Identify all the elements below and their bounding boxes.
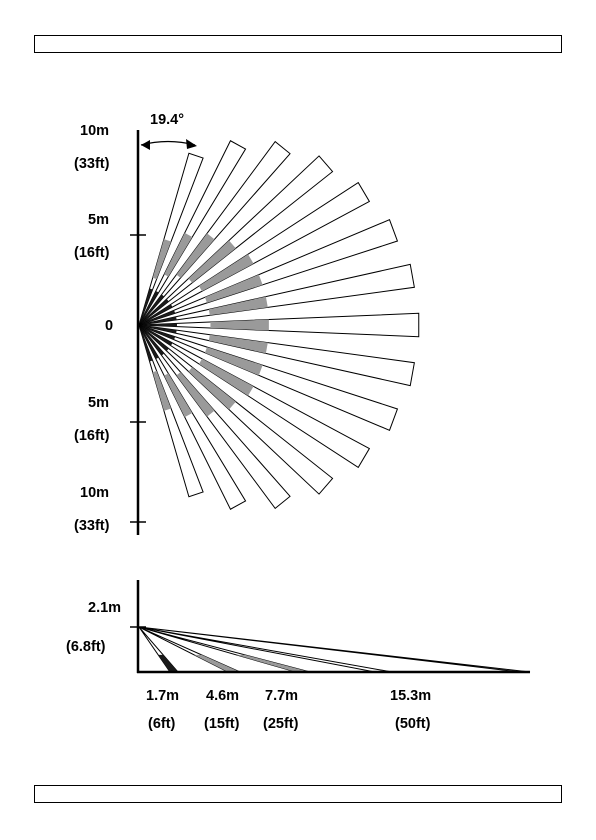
detection-core-15 — [139, 288, 153, 325]
side-zone-1 — [158, 654, 178, 672]
height-label: 2.1m — [88, 600, 121, 616]
footer-bar — [34, 785, 562, 803]
y-label-10m-bottom: 10m — [80, 485, 109, 501]
side-beam-4 — [138, 626, 393, 673]
side-beam-5 — [138, 626, 531, 673]
distance-label-2: 4.6m — [206, 688, 239, 704]
distance-label-3: 7.7m — [265, 688, 298, 704]
y-sublabel-16ft-bottom: (16ft) — [74, 428, 110, 444]
detection-zone-4 — [188, 367, 236, 410]
detection-zone-8 — [210, 319, 269, 331]
detection-core-1 — [139, 325, 153, 362]
detection-beam-6 — [138, 324, 399, 431]
side-zone-3 — [236, 654, 310, 672]
angle-label: 19.4° — [150, 112, 184, 128]
distance-label-1: 1.7m — [146, 688, 179, 704]
detection-zone-11 — [198, 254, 254, 292]
detection-beam-9 — [138, 263, 415, 326]
detection-core-7 — [139, 325, 177, 334]
y-label-5m-top: 5m — [88, 212, 109, 228]
detection-beam-15 — [138, 152, 204, 326]
detection-zone-10 — [204, 274, 263, 303]
angle-arrow-left — [141, 140, 150, 150]
side-beams-layer — [138, 626, 531, 673]
detection-zone-12 — [188, 240, 236, 283]
detection-zone-2 — [164, 373, 193, 418]
detection-core-12 — [139, 298, 169, 325]
y-label-10m-top: 10m — [80, 123, 109, 139]
detection-zone-14 — [164, 232, 193, 277]
detection-zone-13 — [176, 233, 215, 278]
side-view-pattern: 2.1m (6.8ft) 1.7m (6ft) 4.6m (15ft) 7.7m… — [66, 580, 531, 732]
y-sublabel-16ft-top: (16ft) — [74, 245, 110, 261]
detection-core-9 — [139, 316, 177, 325]
header-bar — [34, 35, 562, 53]
detection-zone-1 — [152, 370, 172, 411]
height-sublabel: (6.8ft) — [66, 639, 106, 655]
y-label-5m-bottom: 5m — [88, 395, 109, 411]
distance-sublabel-1: (6ft) — [148, 716, 176, 732]
detection-core-10 — [139, 310, 176, 325]
detection-zone-15 — [152, 239, 172, 280]
beams-layer — [138, 140, 420, 510]
side-zone-2 — [194, 654, 240, 672]
distance-sublabel-3: (25ft) — [263, 716, 299, 732]
detection-core-4 — [139, 325, 169, 352]
detection-core-2 — [139, 325, 159, 360]
detection-beam-11 — [138, 181, 371, 326]
top-view-pattern: 19.4° 10m (33ft) 5m (16ft) 0 5m (16ft) 1… — [74, 112, 420, 535]
detection-beam-8 — [138, 312, 420, 338]
detection-core-3 — [139, 325, 165, 356]
detection-core-13 — [139, 294, 165, 325]
angle-arrow-right — [186, 139, 197, 149]
detection-core-6 — [139, 325, 176, 340]
distance-sublabel-2: (15ft) — [204, 716, 240, 732]
detection-zone-7 — [208, 334, 268, 354]
distance-label-4: 15.3m — [390, 688, 431, 704]
y-sublabel-33ft-top: (33ft) — [74, 156, 110, 172]
detection-zone-5 — [198, 358, 254, 396]
detection-beam-7 — [138, 324, 415, 387]
y-label-zero: 0 — [105, 318, 113, 334]
detection-zone-6 — [204, 347, 263, 376]
detection-zone-9 — [208, 296, 268, 316]
detection-beam-1 — [138, 324, 204, 498]
detection-core-5 — [139, 325, 173, 346]
detection-core-14 — [139, 290, 159, 325]
detection-core-8 — [139, 323, 177, 327]
detection-beam-5 — [138, 324, 371, 469]
detection-zone-3 — [176, 372, 215, 417]
distance-sublabel-4: (50ft) — [395, 716, 431, 732]
detection-core-11 — [139, 304, 173, 325]
detection-beam-10 — [138, 219, 399, 326]
y-sublabel-33ft-bottom: (33ft) — [74, 518, 110, 534]
